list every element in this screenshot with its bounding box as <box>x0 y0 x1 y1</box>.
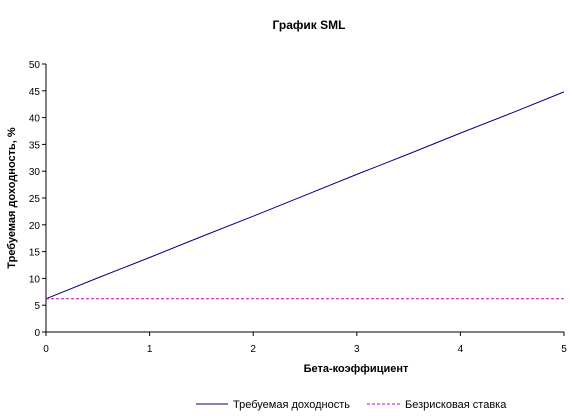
y-tick-label: 5 <box>34 301 40 312</box>
y-tick-label: 35 <box>29 140 41 151</box>
x-tick-label: 0 <box>43 344 49 355</box>
y-tick-label: 40 <box>29 114 41 125</box>
x-tick-label: 4 <box>458 344 464 355</box>
y-axis-ticks: 0 5 10 15 20 25 30 35 40 45 50 <box>29 60 46 339</box>
y-tick-label: 15 <box>29 248 41 259</box>
x-tick-label: 2 <box>250 344 256 355</box>
y-tick-label: 20 <box>29 221 41 232</box>
x-axis-ticks: 0 1 2 3 4 5 <box>43 332 567 355</box>
y-tick-label: 25 <box>29 194 41 205</box>
y-tick-label: 50 <box>29 60 41 71</box>
legend-label-required-return: Требуемая доходность <box>233 399 350 411</box>
y-tick-label: 0 <box>34 328 40 339</box>
y-tick-label: 30 <box>29 167 41 178</box>
chart-title: График SML <box>273 18 346 32</box>
x-tick-label: 1 <box>147 344 153 355</box>
x-tick-label: 5 <box>561 344 567 355</box>
y-tick-label: 45 <box>29 87 41 98</box>
required-return-line <box>45 91 565 300</box>
y-axis-title: Требуемая доходность, % <box>6 127 18 269</box>
legend-label-risk-free-rate: Безрисковая ставка <box>405 399 507 411</box>
series-layer <box>45 91 565 300</box>
x-tick-label: 3 <box>354 344 360 355</box>
legend: Требуемая доходность Безрисковая ставка <box>196 399 507 411</box>
x-axis-title: Бета-коэффициент <box>304 363 409 375</box>
y-tick-label: 10 <box>29 274 41 285</box>
